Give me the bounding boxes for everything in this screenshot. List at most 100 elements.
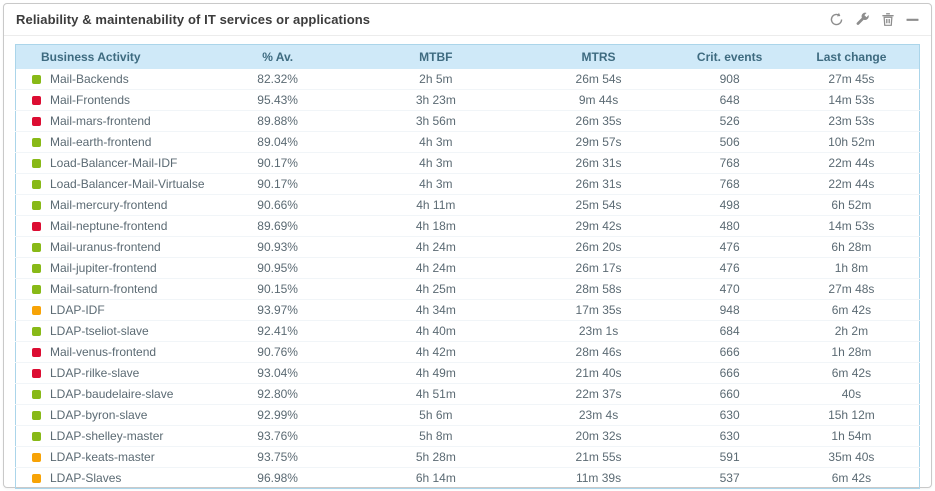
cell-crit-events: 470 [675, 278, 784, 300]
table-row[interactable]: LDAP-baudelaire-slave 92.80% 4h 51m 22m … [15, 383, 920, 405]
business-activity-label: LDAP-IDF [50, 303, 105, 317]
cell-last-change: 6m 42s [783, 299, 920, 321]
table-container: Business Activity % Av. MTBF MTRS Crit. … [4, 36, 931, 489]
cell-crit-events: 648 [675, 89, 784, 111]
table-row[interactable]: Mail-jupiter-frontend 90.95% 4h 24m 26m … [15, 257, 920, 279]
table-row[interactable]: LDAP-shelley-master 93.76% 5h 8m 20m 32s… [15, 425, 920, 447]
table-row[interactable]: Mail-venus-frontend 90.76% 4h 42m 28m 46… [15, 341, 920, 363]
table-row[interactable]: LDAP-IDF 93.97% 4h 34m 17m 35s 948 6m 42… [15, 299, 920, 321]
cell-crit-events: 630 [675, 425, 784, 447]
col-header-mtbf: MTBF [349, 44, 522, 69]
cell-mtbf: 3h 56m [349, 110, 522, 132]
status-square-icon [32, 180, 41, 189]
cell-business-activity: Load-Balancer-Mail-Virtualservice [15, 173, 206, 195]
cell-crit-events: 666 [675, 341, 784, 363]
table-row[interactable]: Mail-Backends 82.32% 2h 5m 26m 54s 908 2… [16, 69, 920, 90]
cell-mtbf: 4h 49m [349, 362, 522, 384]
business-activity-label: Mail-earth-frontend [50, 135, 152, 149]
table-row[interactable]: Mail-neptune-frontend 89.69% 4h 18m 29m … [15, 215, 920, 237]
table-body: Mail-Backends 82.32% 2h 5m 26m 54s 908 2… [15, 69, 920, 489]
business-activity-label: LDAP-rilke-slave [50, 366, 140, 380]
cell-mtbf: 4h 3m [349, 131, 522, 153]
cell-last-change: 27m 45s [828, 72, 875, 86]
table-row[interactable]: Load-Balancer-Mail-Virtualservice 90.17%… [15, 173, 920, 195]
cell-availability: 89.69% [205, 215, 350, 237]
cell-availability: 89.88% [205, 110, 350, 132]
cell-mtrs: 11m 39s [521, 467, 676, 489]
cell-availability: 90.76% [205, 341, 350, 363]
cell-business-activity: Mail-Backends [16, 69, 206, 90]
cell-mtbf: 6h 14m [349, 467, 522, 489]
status-square-icon [32, 390, 41, 399]
cell-availability: 95.43% [205, 89, 350, 111]
status-square-icon [32, 222, 41, 231]
table-row[interactable]: Load-Balancer-Mail-IDF 90.17% 4h 3m 26m … [15, 152, 920, 174]
cell-last-change: 14m 53s [783, 215, 920, 237]
cell-availability: 82.32% [257, 72, 298, 86]
business-activity-label: Mail-saturn-frontend [50, 282, 158, 296]
col-header-availability: % Av. [205, 44, 350, 69]
cell-crit-events: 660 [675, 383, 784, 405]
cell-business-activity: Mail-mercury-frontend [15, 194, 206, 216]
cell-mtrs: 26m 17s [521, 257, 676, 279]
business-activity-label: Mail-uranus-frontend [50, 240, 161, 254]
table-row[interactable]: Mail-saturn-frontend 90.15% 4h 25m 28m 5… [15, 278, 920, 300]
table-row[interactable]: Mail-Frontends 95.43% 3h 23m 9m 44s 648 … [15, 89, 920, 111]
business-activity-label: Mail-Frontends [50, 93, 131, 107]
cell-crit-events: 498 [675, 194, 784, 216]
table-row[interactable]: LDAP-Slaves 96.98% 6h 14m 11m 39s 537 6m… [15, 467, 920, 489]
cell-mtbf: 4h 18m [349, 215, 522, 237]
table-row[interactable]: Mail-mercury-frontend 90.66% 4h 11m 25m … [15, 194, 920, 216]
table-row[interactable]: LDAP-rilke-slave 93.04% 4h 49m 21m 40s 6… [15, 362, 920, 384]
cell-mtbf: 4h 34m [349, 299, 522, 321]
status-square-icon [32, 75, 41, 84]
refresh-icon[interactable] [829, 12, 844, 27]
status-square-icon [32, 159, 41, 168]
status-square-icon [32, 411, 41, 420]
cell-last-change: 15h 12m [783, 404, 920, 426]
cell-availability: 90.93% [205, 236, 350, 258]
table-row[interactable]: LDAP-tseliot-slave 92.41% 4h 40m 23m 1s … [15, 320, 920, 342]
table-row[interactable]: Mail-earth-frontend 89.04% 4h 3m 29m 57s… [15, 131, 920, 153]
table-row[interactable]: LDAP-keats-master 93.75% 5h 28m 21m 55s … [15, 446, 920, 468]
cell-mtrs: 17m 35s [521, 299, 676, 321]
cell-mtbf: 4h 11m [349, 194, 522, 216]
cell-business-activity: Mail-Frontends [15, 89, 206, 111]
cell-mtbf: 4h 51m [349, 383, 522, 405]
cell-mtrs: 21m 55s [521, 446, 676, 468]
business-activity-label: LDAP-tseliot-slave [50, 324, 149, 338]
cell-mtrs: 9m 44s [521, 89, 676, 111]
cell-crit-events: 768 [675, 173, 784, 195]
cell-mtrs: 28m 46s [521, 341, 676, 363]
cell-last-change: 6m 42s [783, 362, 920, 384]
cell-availability: 90.15% [205, 278, 350, 300]
table-row[interactable]: Mail-mars-frontend 89.88% 3h 56m 26m 35s… [15, 110, 920, 132]
business-activity-label: LDAP-baudelaire-slave [50, 387, 174, 401]
cell-availability: 90.17% [205, 173, 350, 195]
cell-availability: 93.75% [205, 446, 350, 468]
business-activity-label: Mail-jupiter-frontend [50, 261, 157, 275]
cell-mtbf: 4h 3m [349, 173, 522, 195]
table-row[interactable]: LDAP-byron-slave 92.99% 5h 6m 23m 4s 630… [15, 404, 920, 426]
cell-mtrs: 29m 42s [521, 215, 676, 237]
cell-mtrs: 23m 1s [521, 320, 676, 342]
cell-availability: 93.76% [205, 425, 350, 447]
trash-icon[interactable] [881, 12, 895, 27]
widget-title: Reliability & maintenability of IT servi… [16, 12, 371, 27]
cell-crit-events: 908 [719, 72, 740, 86]
cell-last-change: 10h 52m [783, 131, 920, 153]
table-row[interactable]: Mail-uranus-frontend 90.93% 4h 24m 26m 2… [15, 236, 920, 258]
cell-availability: 93.04% [205, 362, 350, 384]
status-square-icon [32, 306, 41, 315]
cell-availability: 89.04% [205, 131, 350, 153]
cell-business-activity: LDAP-byron-slave [15, 404, 206, 426]
collapse-icon[interactable] [906, 12, 919, 27]
status-square-icon [32, 243, 41, 252]
wrench-icon[interactable] [855, 12, 870, 27]
business-activity-label: LDAP-keats-master [50, 450, 155, 464]
cell-business-activity: Mail-neptune-frontend [15, 215, 206, 237]
widget-header: Reliability & maintenability of IT servi… [4, 4, 931, 36]
cell-mtbf: 4h 25m [349, 278, 522, 300]
business-activity-label: Load-Balancer-Mail-Virtualservice [50, 177, 205, 191]
col-header-mtrs: MTRS [521, 44, 676, 69]
